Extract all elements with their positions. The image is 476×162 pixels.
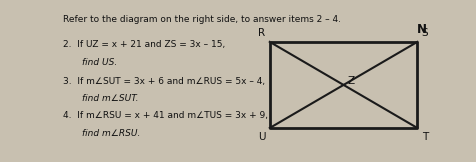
- Text: N: N: [416, 23, 426, 36]
- Text: Refer to the diagram on the right side, to answer items 2 – 4.: Refer to the diagram on the right side, …: [63, 15, 341, 24]
- Text: R: R: [258, 28, 265, 38]
- Text: find m∠RSU.: find m∠RSU.: [82, 129, 140, 138]
- Text: 4.  If m∠RSU = x + 41 and m∠TUS = 3x + 9,: 4. If m∠RSU = x + 41 and m∠TUS = 3x + 9,: [63, 111, 268, 121]
- Text: 3.  If m∠SUT = 3x + 6 and m∠RUS = 5x – 4,: 3. If m∠SUT = 3x + 6 and m∠RUS = 5x – 4,: [63, 77, 265, 86]
- Text: 2.  If UZ = x + 21 and ZS = 3x – 15,: 2. If UZ = x + 21 and ZS = 3x – 15,: [63, 40, 226, 49]
- Text: T: T: [422, 132, 428, 142]
- Text: U: U: [258, 132, 265, 142]
- Text: find m∠SUT.: find m∠SUT.: [82, 94, 138, 103]
- Text: find US.: find US.: [82, 58, 117, 67]
- Text: S: S: [422, 28, 428, 38]
- Text: Z: Z: [347, 76, 355, 87]
